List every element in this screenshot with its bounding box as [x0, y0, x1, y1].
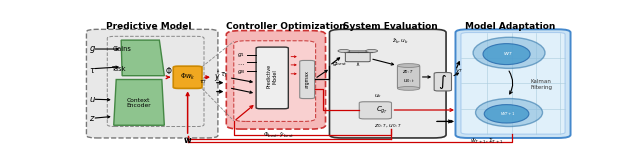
Text: $\hat{y}$: $\hat{y}$ [214, 70, 221, 84]
Text: System Evaluation: System Evaluation [343, 22, 438, 31]
FancyBboxPatch shape [346, 51, 370, 62]
FancyBboxPatch shape [227, 31, 326, 129]
Text: $g$: $g$ [89, 44, 96, 54]
Text: $\mathbf{w}$: $\mathbf{w}$ [183, 136, 193, 145]
Text: Task: Task [112, 66, 127, 72]
Text: $\wedge$: $\wedge$ [355, 60, 360, 68]
Text: $u$: $u$ [89, 95, 96, 104]
Text: $\hat{z}_k, u_k$: $\hat{z}_k, u_k$ [392, 36, 410, 46]
Text: Gains: Gains [112, 46, 131, 52]
Ellipse shape [397, 64, 420, 67]
Text: $y_T$: $y_T$ [456, 67, 464, 75]
Text: $\tau$: $\tau$ [89, 66, 96, 75]
Text: $\int$: $\int$ [438, 73, 447, 91]
FancyBboxPatch shape [330, 29, 446, 138]
Text: $u_{0:t}$: $u_{0:t}$ [403, 78, 415, 85]
Text: $C_{g_T}$: $C_{g_T}$ [376, 105, 388, 116]
FancyBboxPatch shape [234, 41, 316, 121]
Circle shape [338, 49, 350, 52]
Ellipse shape [484, 105, 529, 123]
Text: Model Adaptation: Model Adaptation [465, 22, 556, 31]
Text: $z_{0:T}$: $z_{0:T}$ [403, 69, 415, 76]
Ellipse shape [476, 99, 543, 127]
Text: $g_N$: $g_N$ [237, 68, 246, 76]
Ellipse shape [397, 86, 420, 90]
Text: $\Phi w_k$: $\Phi w_k$ [180, 72, 195, 82]
Text: $g_1$: $g_1$ [237, 51, 245, 59]
FancyBboxPatch shape [256, 47, 288, 109]
FancyBboxPatch shape [461, 33, 565, 134]
Text: $\cdots$: $\cdots$ [237, 61, 245, 66]
FancyBboxPatch shape [456, 29, 570, 138]
Text: $w_T$: $w_T$ [502, 50, 513, 58]
Text: $\tau_T$: $\tau_T$ [199, 78, 208, 86]
Text: $u_k$: $u_k$ [374, 92, 382, 100]
Text: $\Phi$: $\Phi$ [164, 65, 172, 76]
Text: $\hat{w}_{T+1}, \Sigma_{T+1}$: $\hat{w}_{T+1}, \Sigma_{T+1}$ [470, 136, 504, 146]
Text: Predictive Model: Predictive Model [106, 22, 191, 31]
FancyBboxPatch shape [359, 102, 392, 119]
Circle shape [365, 49, 378, 52]
Text: $w_{T+1}$: $w_{T+1}$ [500, 110, 515, 118]
Polygon shape [114, 80, 164, 125]
FancyBboxPatch shape [397, 66, 420, 88]
FancyBboxPatch shape [86, 29, 218, 138]
Polygon shape [121, 40, 164, 76]
Text: $g_{best}$: $g_{best}$ [332, 60, 348, 68]
Ellipse shape [483, 44, 530, 65]
Text: Controller Optimization: Controller Optimization [226, 22, 346, 31]
FancyBboxPatch shape [434, 73, 451, 91]
Text: $\Phi_{best}, \hat{y}_{best}$: $\Phi_{best}, \hat{y}_{best}$ [263, 130, 294, 140]
Text: Kalman
Filtering: Kalman Filtering [531, 79, 552, 90]
Text: $\tau_T$: $\tau_T$ [220, 70, 230, 80]
Ellipse shape [473, 37, 545, 68]
Text: $z_{0:T}, u_{0:T}$: $z_{0:T}, u_{0:T}$ [374, 122, 403, 130]
FancyBboxPatch shape [300, 60, 315, 99]
Text: argmax: argmax [305, 70, 310, 88]
FancyBboxPatch shape [173, 66, 202, 88]
Text: $z$: $z$ [89, 114, 95, 123]
Text: Predictive
Model: Predictive Model [267, 64, 278, 88]
Text: Context
Encoder: Context Encoder [126, 98, 151, 108]
